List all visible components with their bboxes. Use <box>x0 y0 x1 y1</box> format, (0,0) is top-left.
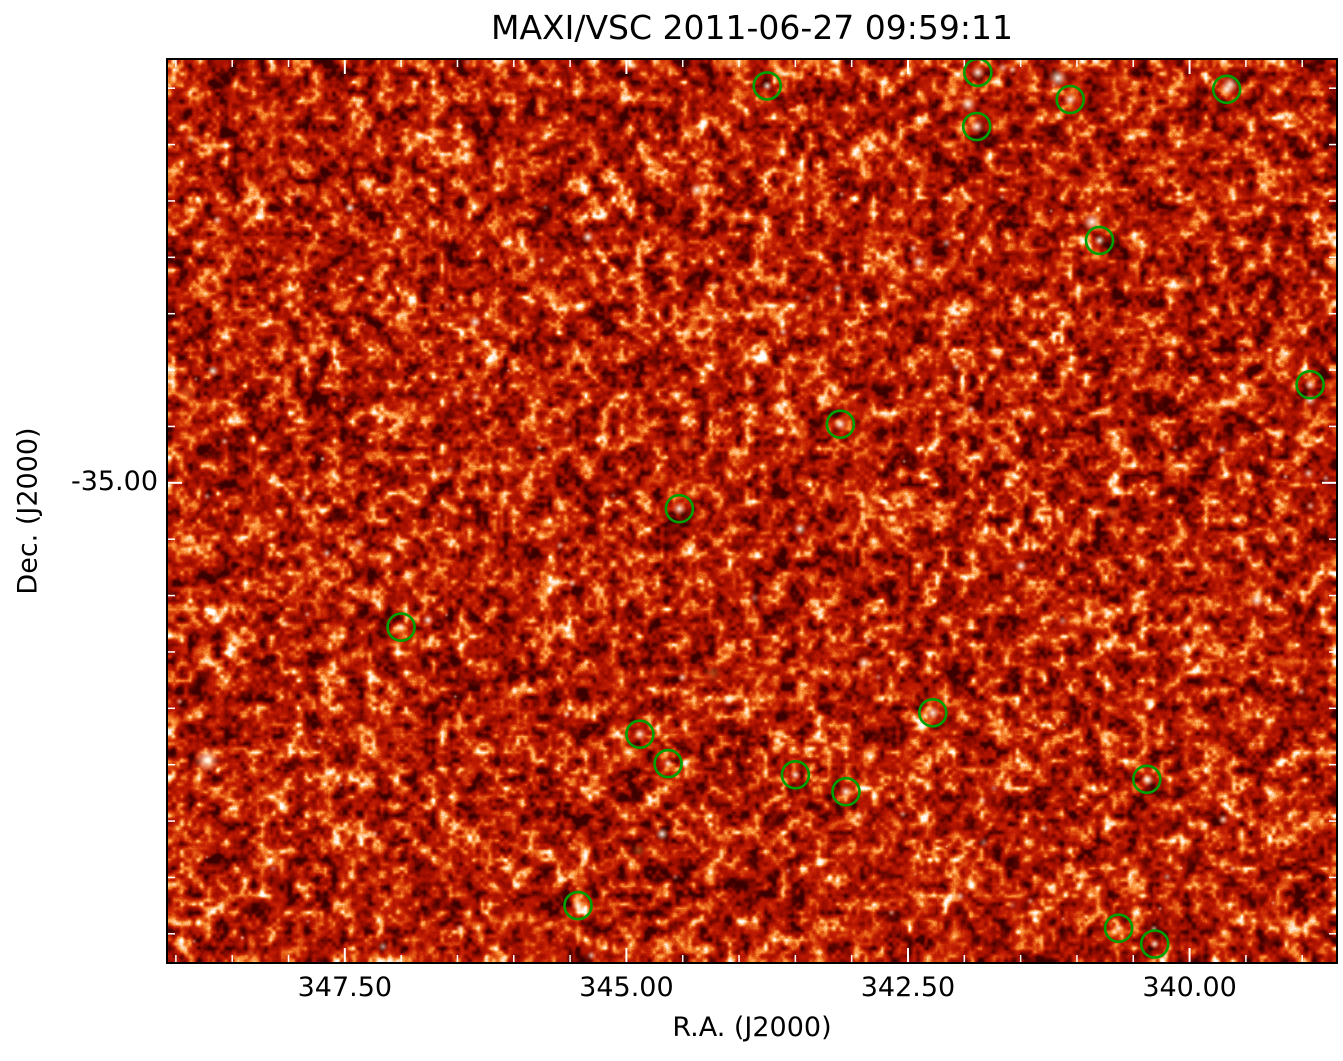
plot-overlay <box>168 60 1336 962</box>
x-tick-label: 342.50 <box>860 972 956 1003</box>
y-axis-label: Dec. (J2000) <box>12 427 44 595</box>
chart-title: MAXI/VSC 2011-06-27 09:59:11 <box>490 8 1014 47</box>
source-circle <box>752 71 783 101</box>
source-circle <box>825 409 856 440</box>
source-circle <box>961 111 992 142</box>
x-tick-label: 345.00 <box>579 972 674 1003</box>
source-circle <box>917 697 948 728</box>
source-circle <box>386 612 416 642</box>
source-circle <box>1211 74 1242 105</box>
source-circle <box>563 890 593 921</box>
x-axis-label: R.A. (J2000) <box>672 1012 832 1043</box>
y-tick-label: -35.00 <box>70 465 158 497</box>
x-tick-label: 340.00 <box>1142 972 1237 1003</box>
source-circle <box>1131 764 1162 795</box>
source-circle <box>831 776 861 807</box>
source-circle <box>780 759 811 790</box>
source-circle <box>1295 369 1325 400</box>
source-circle <box>1103 913 1134 944</box>
source-circle <box>1139 929 1170 959</box>
sky-image-canvas <box>168 60 1336 962</box>
source-circle <box>625 719 655 750</box>
x-tick-label: 347.50 <box>297 972 393 1003</box>
source-circle <box>1055 84 1086 115</box>
source-circle <box>1084 225 1115 256</box>
source-circle <box>664 493 695 524</box>
plot-area <box>166 58 1338 964</box>
source-circle <box>963 60 993 88</box>
source-circle <box>653 748 683 779</box>
